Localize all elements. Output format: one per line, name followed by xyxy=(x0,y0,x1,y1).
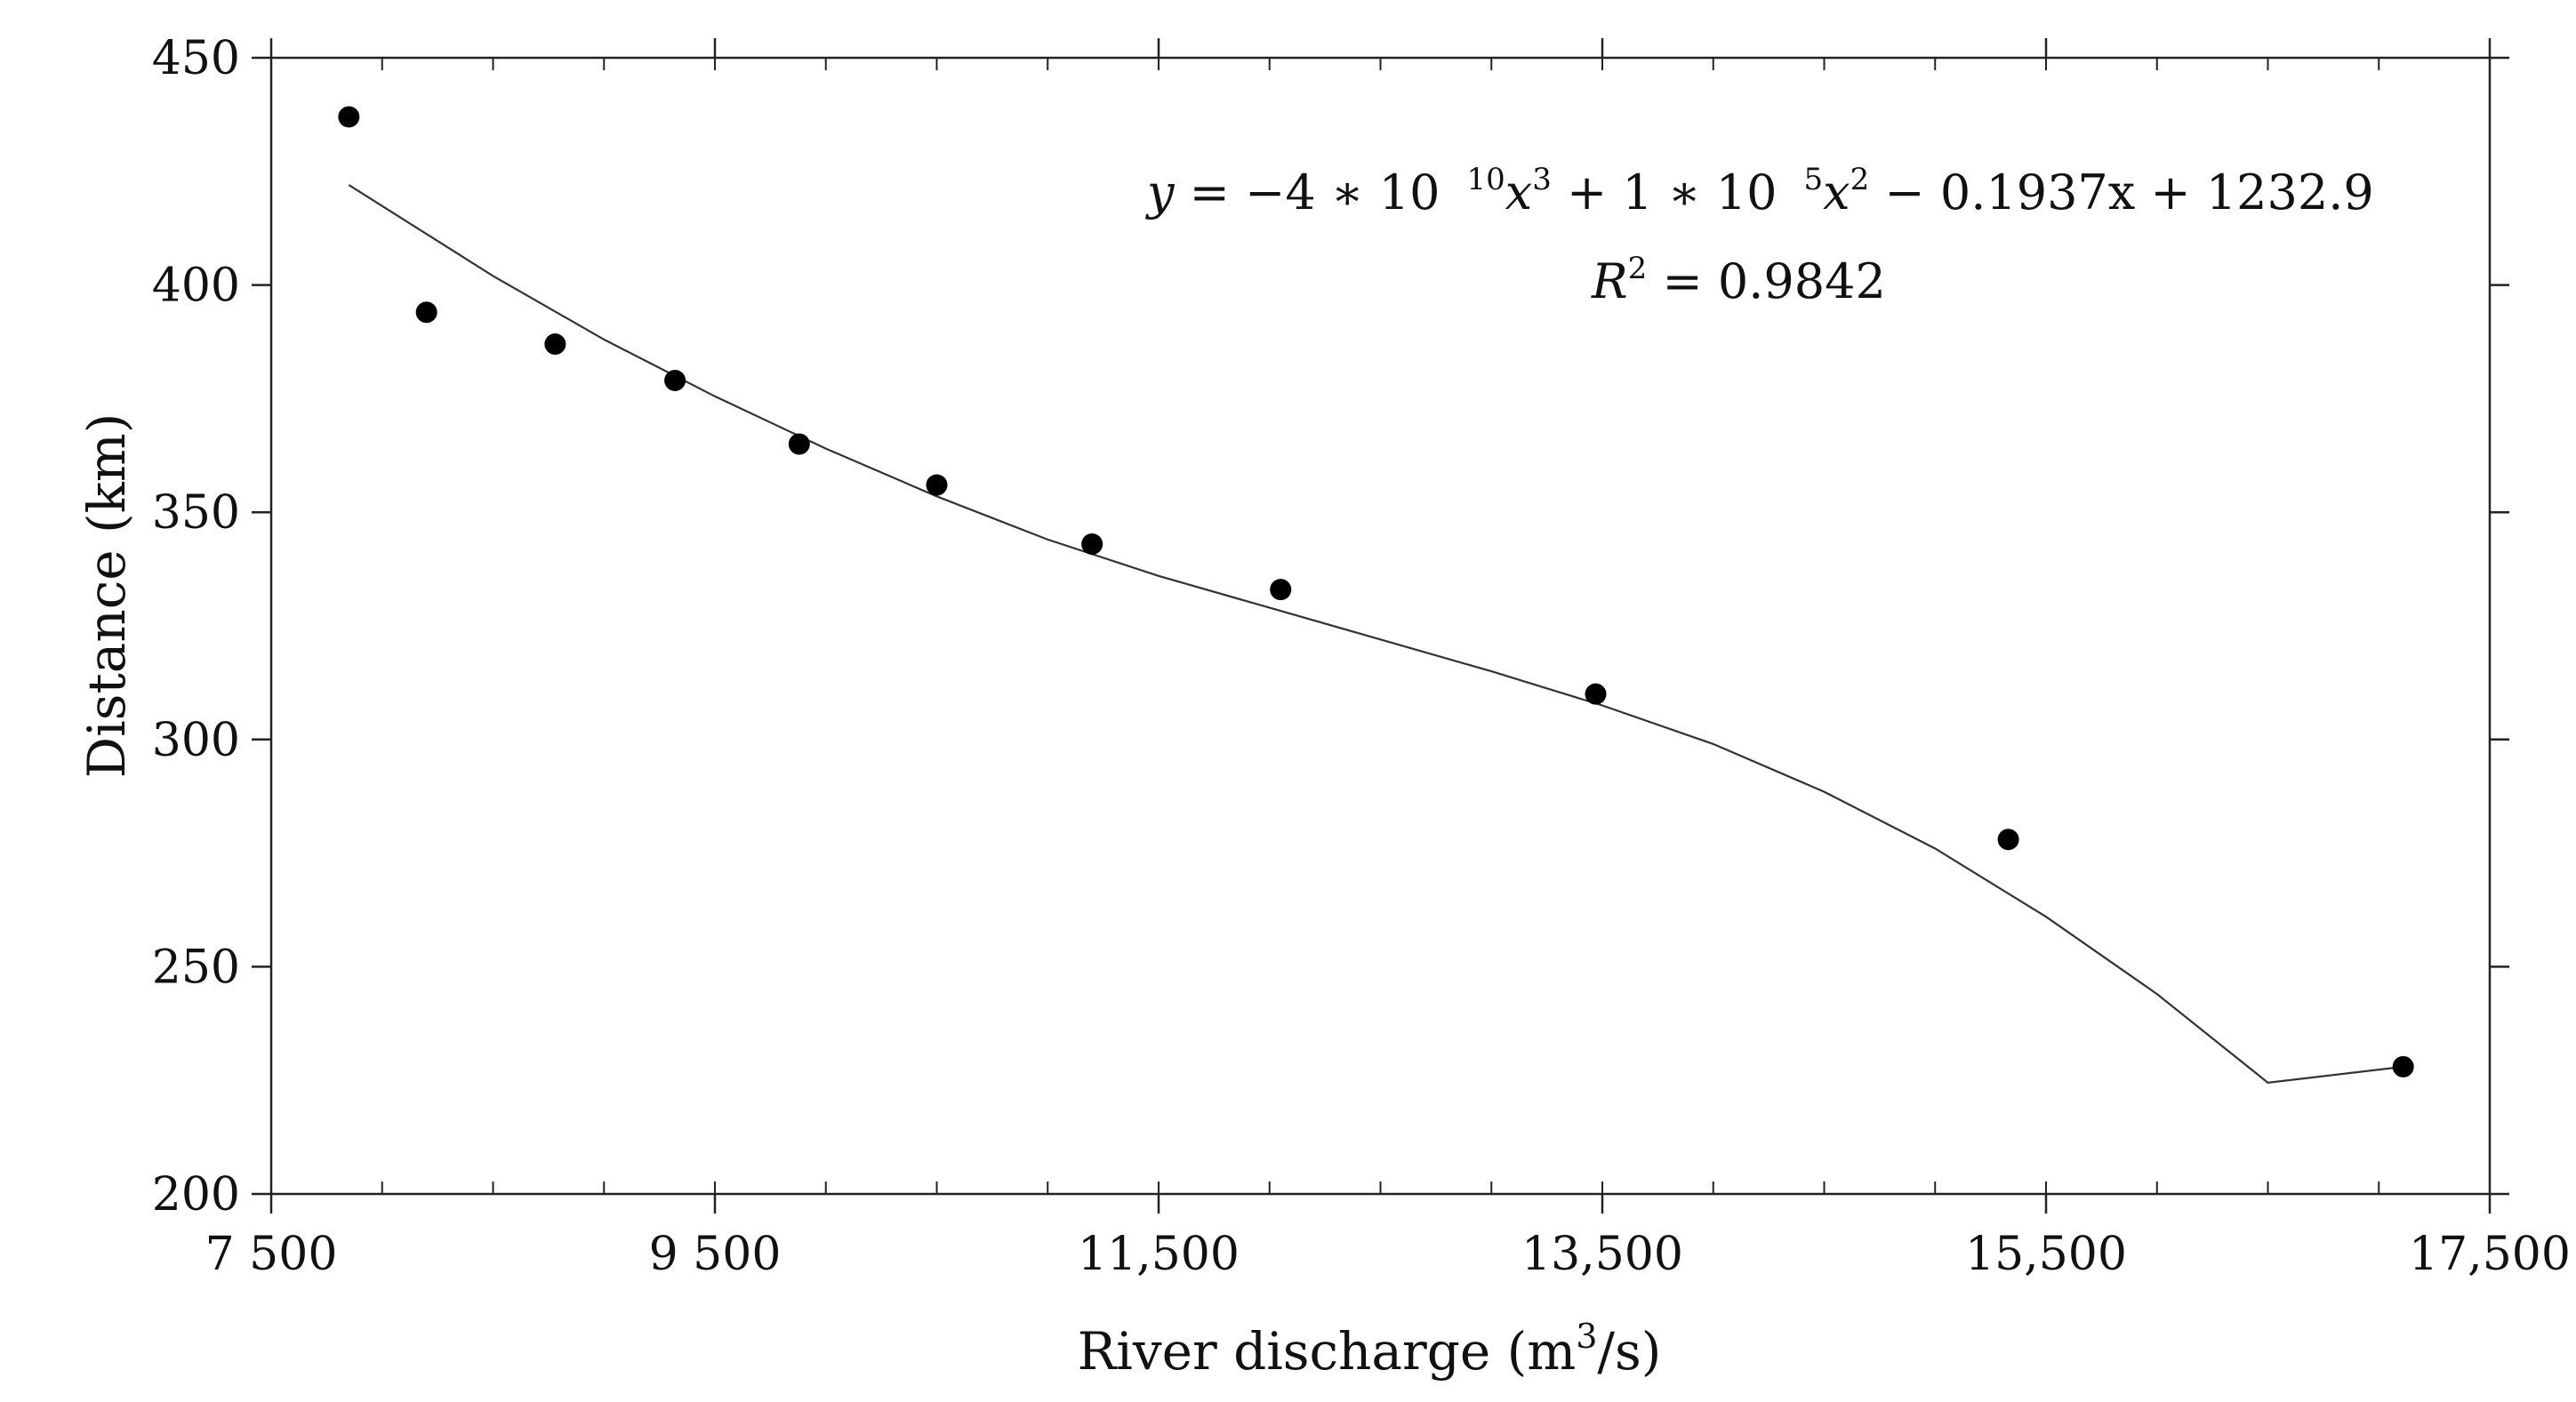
r-squared-label: R2 = 0.9842 xyxy=(1591,251,1886,309)
data-point xyxy=(415,301,437,324)
y-tick-label: 400 xyxy=(152,260,240,313)
data-point xyxy=(1585,683,1607,705)
y-tick-label: 350 xyxy=(152,486,240,540)
data-points xyxy=(338,106,2414,1078)
data-point xyxy=(544,333,566,356)
data-point xyxy=(1270,579,1292,601)
x-axis-title: River discharge (m3/s) xyxy=(1078,1317,1662,1382)
y-tick-label: 250 xyxy=(152,941,240,994)
axis-ticks xyxy=(252,38,2509,1214)
x-axis-title-superscript: 3 xyxy=(1576,1317,1597,1356)
x-tick-label: 13,500 xyxy=(1521,1228,1683,1281)
x-tick-label: 9 500 xyxy=(649,1228,782,1281)
y-tick-label: 450 xyxy=(152,32,240,85)
x-tick-label: 17,500 xyxy=(2409,1228,2571,1281)
y-tick-label: 200 xyxy=(152,1168,240,1222)
data-point xyxy=(338,106,360,128)
x-tick-label: 7 500 xyxy=(205,1228,338,1281)
plot-frame xyxy=(269,56,2492,1196)
x-tick-label: 11,500 xyxy=(1078,1228,1240,1281)
y-tick-label: 300 xyxy=(152,714,240,767)
equation-label: y = −4 ∗ 10 10x3 + 1 ∗ 10 5x2 − 0.1937x + … xyxy=(1145,162,2374,220)
data-point xyxy=(664,369,686,391)
trend-line xyxy=(348,184,2403,1084)
axis-tick-labels: 7 500 9 500 11,500 13,500 15,500 17,500 200 250… xyxy=(152,32,2571,1281)
data-point xyxy=(926,474,948,496)
data-point xyxy=(1081,533,1103,555)
x-tick-label: 15,500 xyxy=(1965,1228,2127,1281)
data-point xyxy=(2392,1055,2414,1078)
data-point xyxy=(788,433,810,455)
data-point xyxy=(1997,829,2019,851)
y-axis-title: Distance (km) xyxy=(76,413,137,779)
